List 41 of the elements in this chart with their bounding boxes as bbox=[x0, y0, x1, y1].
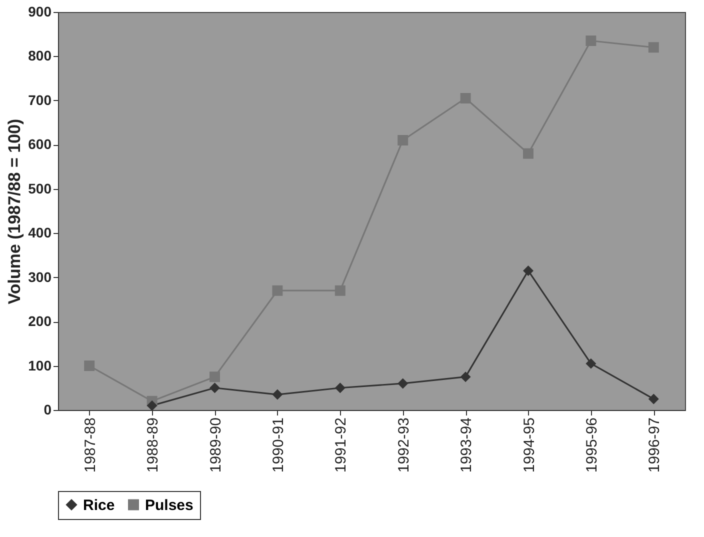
y-tick-label: 200 bbox=[28, 313, 52, 330]
point bbox=[334, 382, 346, 394]
point bbox=[272, 389, 283, 400]
point bbox=[84, 360, 95, 372]
y-axis-title: Volume (1987/88 = 100) bbox=[5, 118, 24, 304]
x-tick-label: 1991-92 bbox=[332, 418, 350, 473]
y-tick-label: 700 bbox=[28, 92, 52, 108]
point bbox=[648, 42, 659, 53]
point bbox=[210, 382, 220, 394]
point bbox=[398, 378, 408, 389]
y-tick-label: 100 bbox=[28, 357, 52, 374]
point bbox=[272, 285, 283, 296]
x-tick-label: 1987-88 bbox=[82, 418, 99, 473]
point bbox=[460, 372, 471, 382]
point bbox=[334, 285, 346, 296]
point bbox=[460, 92, 471, 104]
point bbox=[586, 358, 596, 369]
legend-label: Rice bbox=[83, 496, 115, 514]
y-tick-label: 800 bbox=[28, 48, 52, 64]
point bbox=[398, 135, 408, 146]
point bbox=[523, 148, 534, 159]
x-tick-label: 1995-96 bbox=[583, 418, 600, 473]
y-tick-label: 400 bbox=[28, 224, 52, 241]
y-tick-label: 500 bbox=[28, 180, 52, 196]
x-tick-label: 1992-93 bbox=[395, 418, 412, 473]
point bbox=[586, 36, 596, 46]
point bbox=[210, 372, 220, 382]
y-tick-label: 600 bbox=[28, 136, 52, 152]
x-tick-label: 1989-90 bbox=[207, 418, 224, 473]
y-tick-label: 0 bbox=[44, 402, 52, 418]
x-tick-label: 1996-97 bbox=[646, 418, 664, 473]
y-tick-label: 900 bbox=[28, 4, 52, 20]
x-tick-label: 1990-91 bbox=[270, 418, 287, 473]
point bbox=[648, 394, 659, 404]
legend-label: Pulses bbox=[145, 496, 194, 514]
y-tick-label: 300 bbox=[28, 268, 52, 285]
x-tick-label: 1994-95 bbox=[520, 418, 538, 473]
x-tick-label: 1993-94 bbox=[458, 418, 476, 473]
x-tick-label: 1988-89 bbox=[144, 418, 162, 473]
point bbox=[146, 400, 158, 411]
point bbox=[523, 265, 534, 276]
